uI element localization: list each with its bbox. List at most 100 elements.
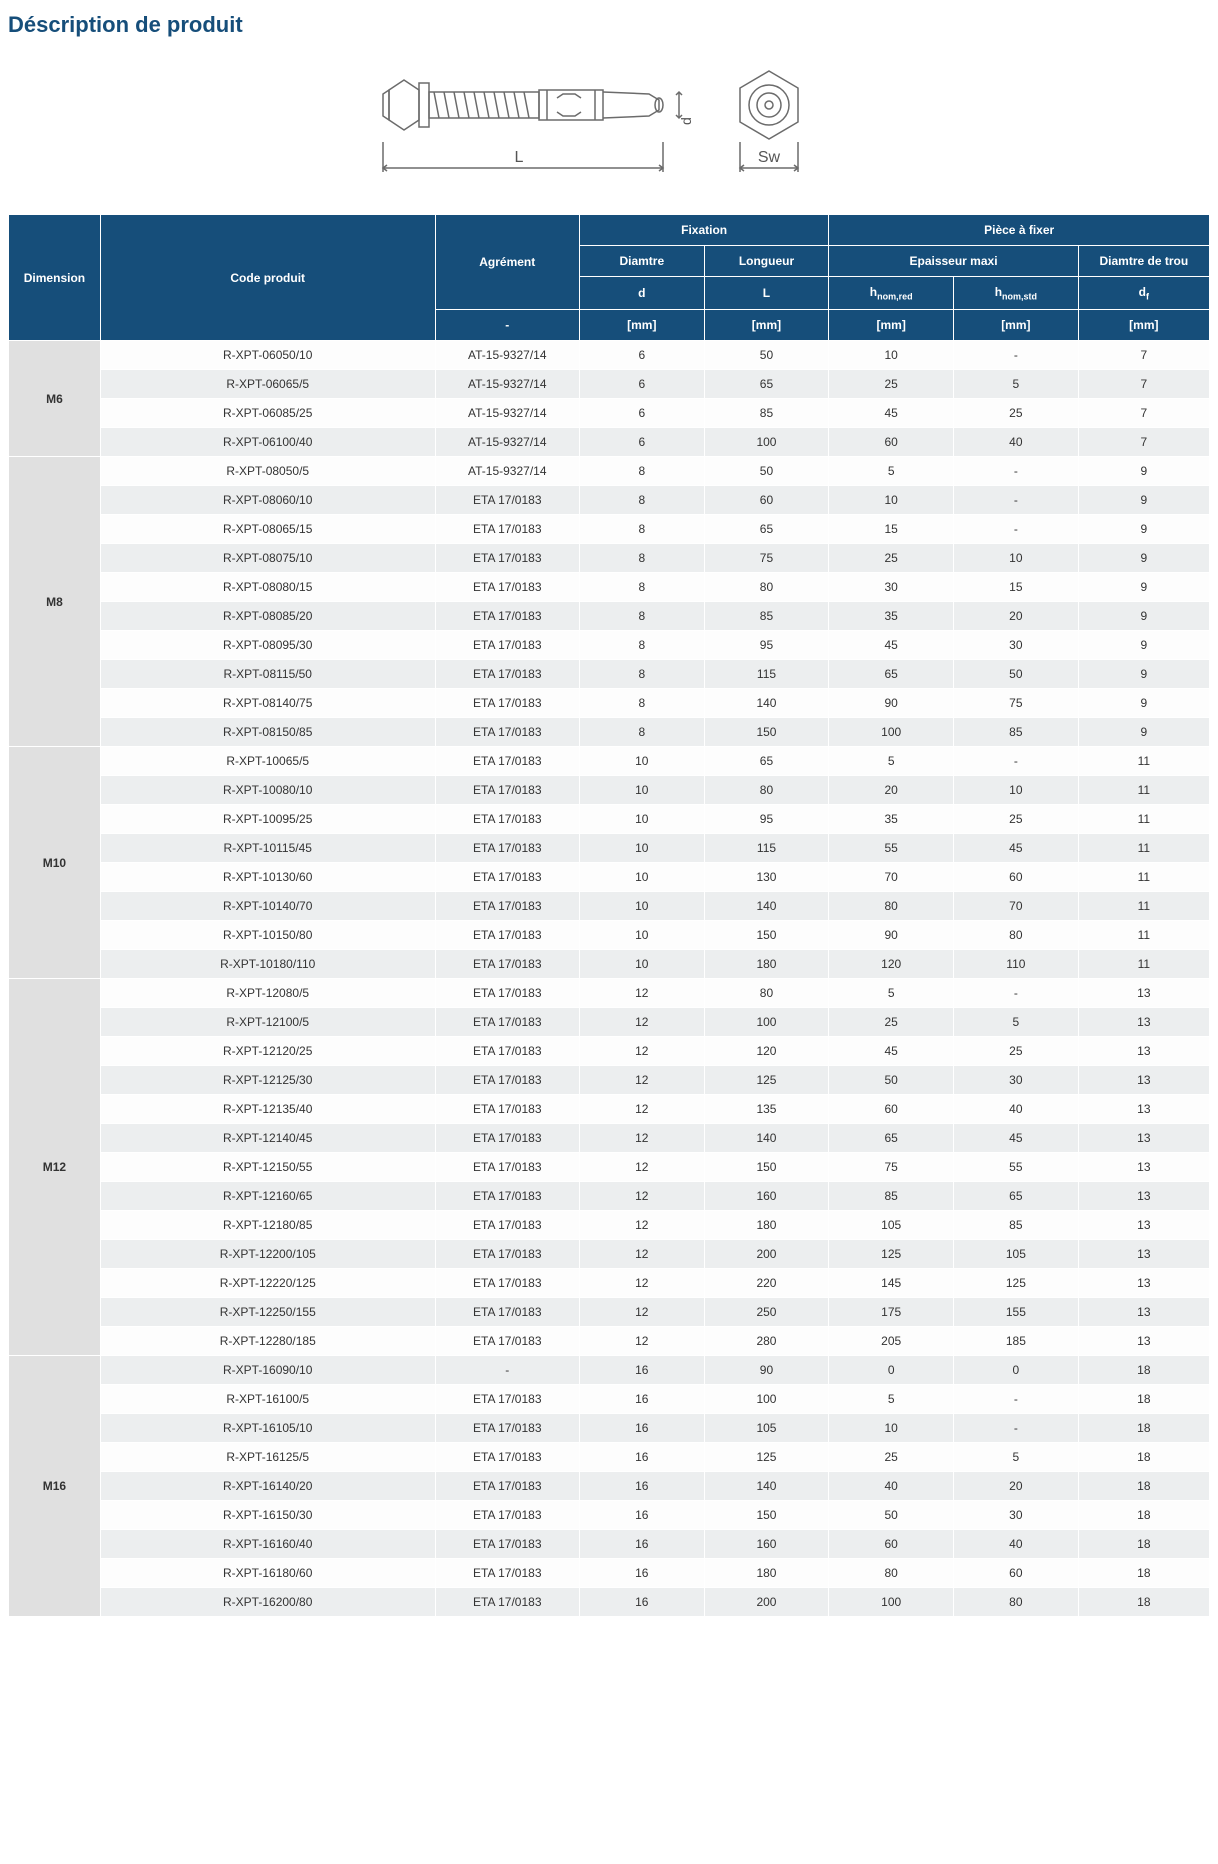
l-cell: 150 — [704, 1153, 829, 1182]
df-cell: 13 — [1078, 1211, 1209, 1240]
table-row: R-XPT-12135/40ETA 17/018312135604013 — [9, 1095, 1210, 1124]
table-row: R-XPT-08085/20ETA 17/018388535209 — [9, 602, 1210, 631]
h-std-cell: 110 — [954, 950, 1079, 979]
approval-cell: ETA 17/0183 — [435, 805, 579, 834]
l-cell: 250 — [704, 1298, 829, 1327]
code-cell: R-XPT-12135/40 — [100, 1095, 435, 1124]
h-red-cell: 65 — [829, 660, 954, 689]
approval-cell: ETA 17/0183 — [435, 1298, 579, 1327]
l-cell: 160 — [704, 1530, 829, 1559]
l-cell: 140 — [704, 892, 829, 921]
h-std-cell: - — [954, 979, 1079, 1008]
code-cell: R-XPT-16105/10 — [100, 1414, 435, 1443]
code-cell: R-XPT-16200/80 — [100, 1588, 435, 1617]
df-cell: 18 — [1078, 1501, 1209, 1530]
h-red-cell: 5 — [829, 979, 954, 1008]
d-cell: 12 — [579, 1182, 704, 1211]
approval-cell: ETA 17/0183 — [435, 718, 579, 747]
approval-cell: ETA 17/0183 — [435, 689, 579, 718]
code-cell: R-XPT-12125/30 — [100, 1066, 435, 1095]
table-row: R-XPT-08150/85ETA 17/01838150100859 — [9, 718, 1210, 747]
code-cell: R-XPT-12220/125 — [100, 1269, 435, 1298]
dimension-cell: M16 — [9, 1356, 101, 1617]
code-cell: R-XPT-08080/15 — [100, 573, 435, 602]
product-diagram: d L Sw — [8, 50, 1210, 200]
l-cell: 65 — [704, 515, 829, 544]
th-df: df — [1078, 277, 1209, 310]
l-cell: 150 — [704, 1501, 829, 1530]
df-cell: 9 — [1078, 718, 1209, 747]
d-cell: 10 — [579, 892, 704, 921]
l-cell: 140 — [704, 1124, 829, 1153]
d-cell: 12 — [579, 1066, 704, 1095]
h-red-cell: 5 — [829, 457, 954, 486]
th-unit-dash: - — [435, 310, 579, 341]
page-title: Déscription de produit — [8, 12, 1210, 38]
h-red-cell: 45 — [829, 399, 954, 428]
approval-cell: - — [435, 1356, 579, 1385]
th-code: Code produit — [100, 215, 435, 341]
table-row: R-XPT-08095/30ETA 17/018389545309 — [9, 631, 1210, 660]
table-row: R-XPT-08115/50ETA 17/0183811565509 — [9, 660, 1210, 689]
d-cell: 10 — [579, 834, 704, 863]
approval-cell: ETA 17/0183 — [435, 486, 579, 515]
h-red-cell: 90 — [829, 689, 954, 718]
l-cell: 150 — [704, 718, 829, 747]
df-cell: 11 — [1078, 776, 1209, 805]
df-cell: 9 — [1078, 573, 1209, 602]
code-cell: R-XPT-10140/70 — [100, 892, 435, 921]
table-row: R-XPT-16150/30ETA 17/018316150503018 — [9, 1501, 1210, 1530]
df-cell: 9 — [1078, 515, 1209, 544]
approval-cell: ETA 17/0183 — [435, 515, 579, 544]
l-cell: 125 — [704, 1443, 829, 1472]
code-cell: R-XPT-10115/45 — [100, 834, 435, 863]
code-cell: R-XPT-12160/65 — [100, 1182, 435, 1211]
h-red-cell: 100 — [829, 1588, 954, 1617]
h-std-cell: 25 — [954, 805, 1079, 834]
h-red-cell: 45 — [829, 1037, 954, 1066]
d-cell: 12 — [579, 1008, 704, 1037]
h-std-cell: 30 — [954, 1066, 1079, 1095]
h-std-cell: 60 — [954, 863, 1079, 892]
d-cell: 12 — [579, 979, 704, 1008]
th-epaisseur: Epaisseur maxi — [829, 246, 1078, 277]
code-cell: R-XPT-08115/50 — [100, 660, 435, 689]
df-cell: 9 — [1078, 689, 1209, 718]
approval-cell: ETA 17/0183 — [435, 1530, 579, 1559]
h-std-cell: 40 — [954, 1530, 1079, 1559]
svg-text:Sw: Sw — [758, 149, 781, 166]
h-std-cell: 65 — [954, 1182, 1079, 1211]
df-cell: 11 — [1078, 863, 1209, 892]
code-cell: R-XPT-16160/40 — [100, 1530, 435, 1559]
d-cell: 6 — [579, 399, 704, 428]
df-cell: 9 — [1078, 486, 1209, 515]
l-cell: 180 — [704, 1211, 829, 1240]
th-unit-mm: [mm] — [954, 310, 1079, 341]
approval-cell: ETA 17/0183 — [435, 863, 579, 892]
th-dimension: Dimension — [9, 215, 101, 341]
h-std-cell: 45 — [954, 1124, 1079, 1153]
table-row: R-XPT-10150/80ETA 17/018310150908011 — [9, 921, 1210, 950]
d-cell: 12 — [579, 1240, 704, 1269]
h-std-cell: 55 — [954, 1153, 1079, 1182]
approval-cell: ETA 17/0183 — [435, 1182, 579, 1211]
table-row: R-XPT-16200/80ETA 17/0183162001008018 — [9, 1588, 1210, 1617]
h-red-cell: 15 — [829, 515, 954, 544]
table-row: R-XPT-06100/40AT-15-9327/14610060407 — [9, 428, 1210, 457]
d-cell: 16 — [579, 1356, 704, 1385]
d-cell: 6 — [579, 428, 704, 457]
l-cell: 150 — [704, 921, 829, 950]
d-cell: 12 — [579, 1095, 704, 1124]
d-cell: 12 — [579, 1211, 704, 1240]
h-red-cell: 30 — [829, 573, 954, 602]
l-cell: 90 — [704, 1356, 829, 1385]
th-piece: Pièce à fixer — [829, 215, 1210, 246]
d-cell: 10 — [579, 747, 704, 776]
l-cell: 75 — [704, 544, 829, 573]
approval-cell: ETA 17/0183 — [435, 631, 579, 660]
d-cell: 8 — [579, 544, 704, 573]
h-red-cell: 60 — [829, 1530, 954, 1559]
h-red-cell: 25 — [829, 1008, 954, 1037]
h-std-cell: 30 — [954, 1501, 1079, 1530]
h-std-cell: 5 — [954, 370, 1079, 399]
